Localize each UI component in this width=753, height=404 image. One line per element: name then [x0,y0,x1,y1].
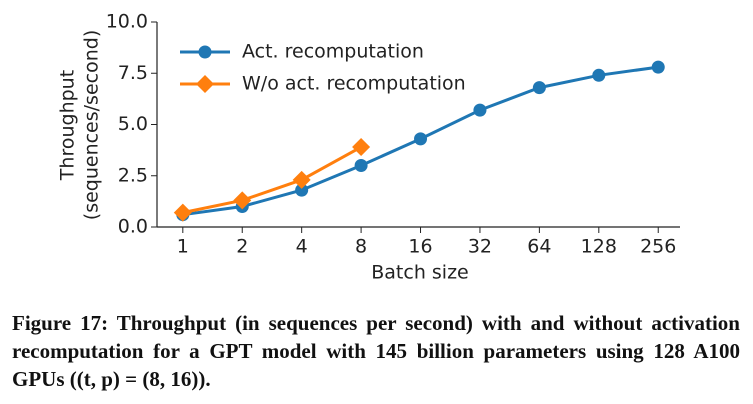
data-point [352,138,371,157]
y-tick-label: 0.0 [118,216,148,238]
x-tick-label: 4 [296,236,308,258]
x-tick-label: 2 [236,236,248,258]
data-point [414,132,428,146]
x-tick-label: 64 [527,236,551,258]
data-point [651,60,665,74]
x-tick-label: 128 [581,236,617,258]
x-tick-label: 16 [408,236,432,258]
data-point [233,191,252,210]
legend-marker [198,45,212,59]
x-tick-label: 8 [355,236,367,258]
caption: Figure 17: Throughput (in sequences per … [12,311,740,391]
data-point [354,159,368,172]
x-axis-label: Batch size [371,262,469,284]
legend-label: Act. recomputation [242,41,424,63]
x-tick-label: 256 [640,236,676,258]
y-axis-label: (sequences/second) [81,30,103,220]
data-point [532,81,546,95]
x-tick-label: 32 [468,236,492,258]
legend-label: W/o act. recomputation [242,73,466,95]
data-point [292,170,311,189]
data-point [295,183,309,197]
data-point [592,68,606,82]
legend-marker [196,75,214,93]
chart: Throughput (sequences/second) Batch size… [57,11,680,284]
y-tick-label: 10.0 [106,11,148,33]
series-line [182,145,362,215]
data-point [173,203,192,222]
data-point [473,103,487,117]
y-tick-label: 7.5 [118,62,148,84]
y-tick-label: 2.5 [118,164,148,186]
y-axis-label: Throughput [57,70,79,181]
x-tick-label: 1 [177,236,189,258]
y-tick-label: 5.0 [118,113,148,135]
